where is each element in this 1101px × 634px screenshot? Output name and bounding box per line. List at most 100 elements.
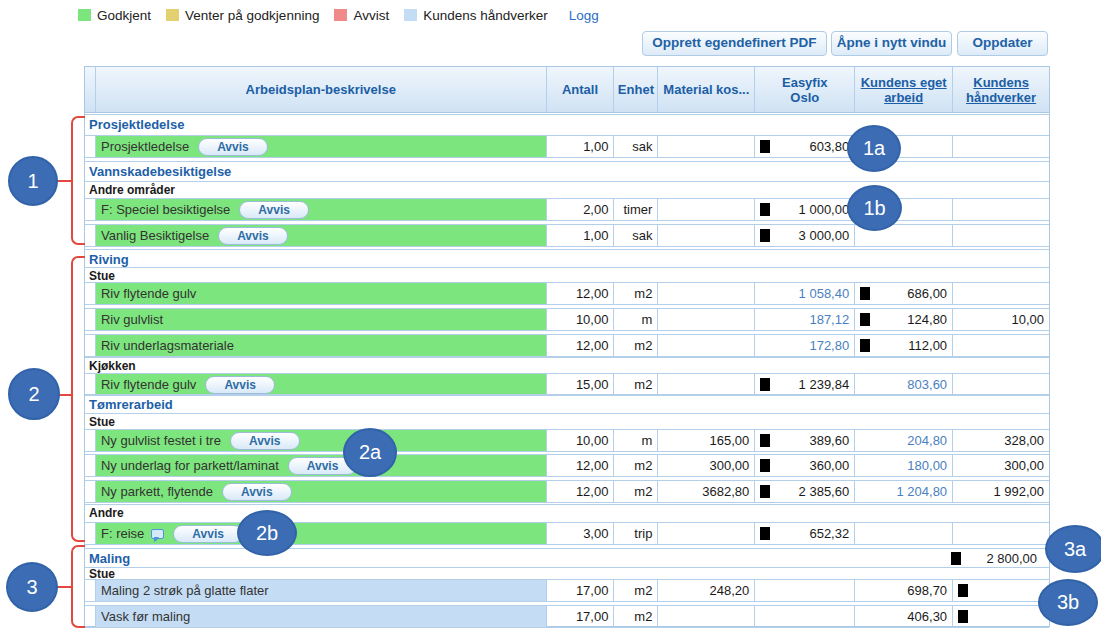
column-header-desc: Arbeidsplan-beskrivelse bbox=[96, 67, 547, 112]
subsection-row-andre: Andre bbox=[85, 504, 1049, 521]
annotation-bracket-1 bbox=[71, 116, 85, 245]
row-prosjektledelse-easyfix: 603,80 bbox=[755, 136, 855, 157]
legend-swatch-2 bbox=[334, 9, 347, 21]
item-label: Riv flytende gulv bbox=[101, 286, 196, 301]
annotation-connector-3 bbox=[56, 586, 71, 588]
selected-marker-icon bbox=[951, 552, 961, 565]
row-status-cell bbox=[85, 481, 96, 502]
row-status-cell bbox=[85, 225, 96, 246]
toolbar-button-2[interactable]: Oppdater bbox=[957, 31, 1048, 56]
legend-label: Kundens håndverker bbox=[423, 8, 548, 23]
avvis-button[interactable]: Avvis bbox=[218, 227, 288, 245]
selected-marker-icon bbox=[760, 527, 770, 540]
row-riv-underlagsmateriale-antall: 12,00 bbox=[547, 335, 615, 356]
subsection-row-stue: Stue bbox=[85, 413, 1049, 429]
item-label: Ny gulvlist festet i tre bbox=[101, 433, 221, 448]
comment-icon[interactable] bbox=[151, 529, 164, 539]
row-riv-gulvlist-material bbox=[658, 309, 755, 330]
item-label: Riv gulvlist bbox=[101, 312, 163, 327]
item-row: Vanlig BesiktigelseAvvis1,00sak3 000,00 bbox=[85, 224, 1049, 247]
table-header-row: Arbeidsplan-beskrivelseAntallEnhetMateri… bbox=[85, 67, 1049, 113]
row-riv-flytende-gulv-material bbox=[658, 374, 755, 395]
row-riv-flytende-gulv: Riv flytende gulv bbox=[96, 283, 547, 304]
item-row: ProsjektledelseAvvis1,00sak603,80 bbox=[85, 135, 1049, 158]
row-f-speciel-besiktigelse: F: Speciel besiktigelse Avvis bbox=[96, 199, 547, 220]
item-row: Riv underlagsmateriale12,00m2172,80112,0… bbox=[85, 334, 1049, 357]
legend-label: Avvist bbox=[353, 8, 389, 23]
column-header-material: Material kos... bbox=[658, 67, 755, 112]
row-riv-flytende-gulv-easyfix: 1 058,40 bbox=[755, 283, 855, 304]
row-f-speciel-besiktigelse-material bbox=[658, 199, 755, 220]
row-vask-f-r-maling-easyfix bbox=[755, 606, 855, 627]
row-riv-flytende-gulv-antall: 15,00 bbox=[547, 374, 615, 395]
selected-marker-icon bbox=[958, 584, 968, 597]
row-riv-flytende-gulv-enhet: m2 bbox=[614, 283, 658, 304]
item-row: Riv flytende gulv12,00m21 058,40686,00 bbox=[85, 282, 1049, 305]
selected-marker-icon bbox=[958, 610, 968, 623]
row-f-speciel-besiktigelse-enhet: timer bbox=[614, 199, 658, 220]
row-riv-gulvlist-enhet: m bbox=[614, 309, 658, 330]
annotation-circle-3a: 3a bbox=[1045, 525, 1101, 573]
logg-link[interactable]: Logg bbox=[569, 8, 599, 23]
selected-marker-icon bbox=[760, 203, 770, 216]
avvis-button[interactable]: Avvis bbox=[239, 201, 309, 219]
row-riv-gulvlist-kh: 10,00 bbox=[953, 309, 1049, 330]
row-prosjektledelse-material bbox=[658, 136, 755, 157]
row-ny-gulvlist-festet-i-tre-enhet: m bbox=[614, 430, 658, 451]
row-riv-underlagsmateriale-kea: 112,00 bbox=[855, 335, 953, 356]
item-label: Vanlig Besiktigelse bbox=[101, 228, 209, 243]
row-status-cell bbox=[85, 283, 96, 304]
row-prosjektledelse: ProsjektledelseAvvis bbox=[96, 136, 547, 157]
avvis-button[interactable]: Avvis bbox=[205, 376, 275, 394]
section-kh-total: 2 800,00 bbox=[986, 549, 1037, 567]
item-label: F: reise bbox=[101, 526, 144, 541]
row-ny-underlag-for-parkett-laminat-kea: 180,00 bbox=[855, 455, 953, 476]
row-f-reise-enhet: trip bbox=[614, 523, 658, 544]
annotation-circle-1b: 1b bbox=[847, 185, 902, 231]
row-ny-underlag-for-parkett-laminat-enhet: m2 bbox=[614, 455, 658, 476]
column-header-enhet: Enhet bbox=[614, 67, 658, 112]
row-riv-underlagsmateriale-easyfix: 172,80 bbox=[755, 335, 855, 356]
row-riv-flytende-gulv-material bbox=[658, 283, 755, 304]
selected-marker-icon bbox=[760, 140, 770, 153]
row-prosjektledelse-kh bbox=[953, 136, 1049, 157]
avvis-button[interactable]: Avvis bbox=[198, 138, 268, 156]
row-ny-underlag-for-parkett-laminat-kh: 300,00 bbox=[953, 455, 1049, 476]
row-riv-underlagsmateriale-enhet: m2 bbox=[614, 335, 658, 356]
item-label: Ny parkett, flytende bbox=[101, 484, 213, 499]
row-vask-f-r-maling-kh bbox=[953, 606, 1049, 627]
item-label: Riv flytende gulv bbox=[101, 377, 196, 392]
toolbar-button-0[interactable]: Opprett egendefinert PDF bbox=[642, 31, 827, 56]
toolbar-button-1[interactable]: Åpne i nytt vindu bbox=[831, 31, 952, 56]
row-status-cell bbox=[85, 309, 96, 330]
avvis-button[interactable]: Avvis bbox=[222, 483, 292, 501]
row-riv-flytende-gulv-kh bbox=[953, 374, 1049, 395]
workplan-table: Arbeidsplan-beskrivelseAntallEnhetMateri… bbox=[84, 66, 1050, 627]
row-vanlig-besiktigelse: Vanlig Besiktigelse Avvis bbox=[96, 225, 547, 246]
row-status-cell bbox=[85, 374, 96, 395]
row-riv-flytende-gulv-enhet: m2 bbox=[614, 374, 658, 395]
column-header-kea[interactable]: Kundens egetarbeid bbox=[855, 67, 953, 112]
selected-marker-icon bbox=[860, 313, 870, 326]
row-riv-flytende-gulv-kh bbox=[953, 283, 1049, 304]
row-ny-gulvlist-festet-i-tre-kea: 204,80 bbox=[855, 430, 953, 451]
row-f-speciel-besiktigelse-kh bbox=[953, 199, 1049, 220]
row-f-reise-material bbox=[658, 523, 755, 544]
column-header-easyfix: EasyfixOslo bbox=[755, 67, 855, 112]
item-label: F: Speciel besiktigelse bbox=[101, 202, 230, 217]
selected-marker-icon bbox=[760, 229, 770, 242]
row-ny-gulvlist-festet-i-tre-material: 165,00 bbox=[658, 430, 755, 451]
row-maling-2-str-k-p-glatte-flater: Maling 2 strøk på glatte flater bbox=[96, 580, 547, 601]
item-label: Maling 2 strøk på glatte flater bbox=[101, 583, 269, 598]
avvis-button[interactable]: Avvis bbox=[173, 525, 243, 543]
selected-marker-icon bbox=[760, 459, 770, 472]
avvis-button[interactable]: Avvis bbox=[230, 432, 300, 450]
row-maling-2-str-k-p-glatte-flater-antall: 17,00 bbox=[547, 580, 615, 601]
column-header-kh[interactable]: Kundenshåndverker bbox=[953, 67, 1049, 112]
row-ny-parkett-flytende-easyfix: 2 385,60 bbox=[755, 481, 855, 502]
selected-marker-icon bbox=[760, 378, 770, 391]
row-riv-flytende-gulv-antall: 12,00 bbox=[547, 283, 615, 304]
section-row-t-mrerarbeid: Tømrerarbeid bbox=[85, 394, 1049, 413]
row-f-reise: F: reise Avvis bbox=[96, 523, 547, 544]
row-prosjektledelse-enhet: sak bbox=[614, 136, 658, 157]
